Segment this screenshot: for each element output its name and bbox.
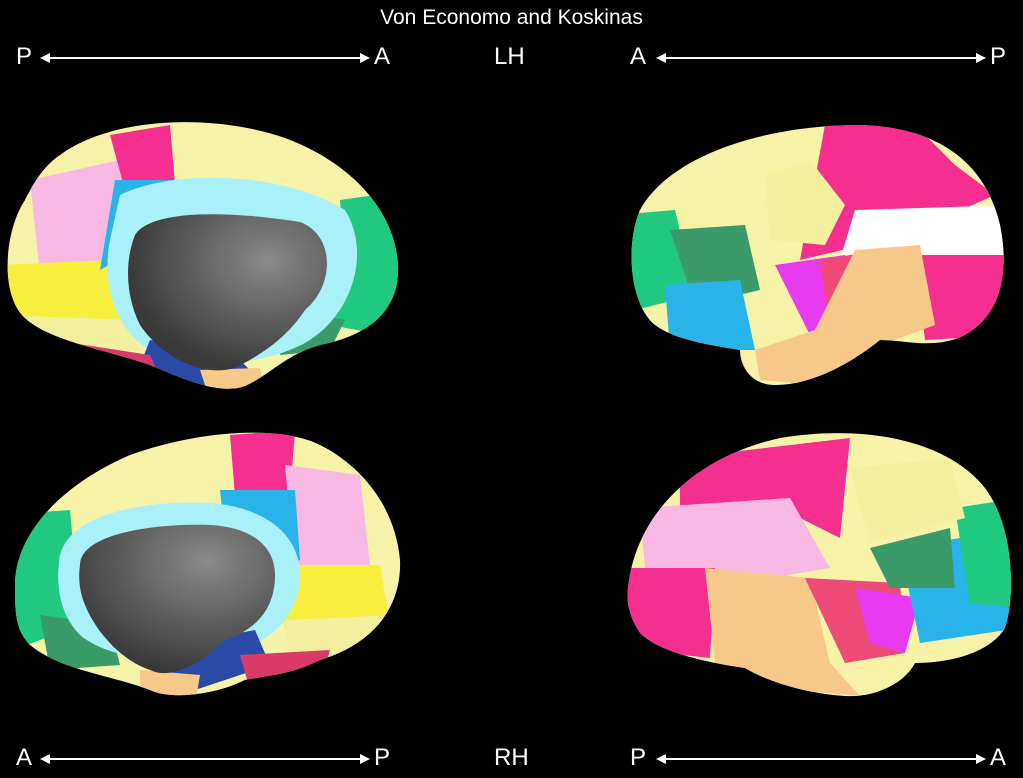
top-hemisphere-label: LH: [494, 43, 525, 70]
region-pale-yellow: [850, 458, 965, 543]
region-pink: [800, 125, 995, 260]
region-salmon: [240, 650, 330, 690]
region-pink-anterior: [627, 568, 715, 658]
top-right-axis-arrow: [656, 53, 986, 63]
region-pale-yellow: [765, 160, 845, 245]
top-right-axis-start-label: A: [630, 43, 647, 70]
region-magenta: [855, 588, 920, 653]
region-peach: [705, 568, 860, 696]
bottom-left-axis-start-label: A: [16, 744, 33, 771]
bottom-right-axis-start-label: P: [630, 744, 647, 771]
bottom-hemisphere-label: RH: [494, 744, 529, 771]
region-yellow: [7, 260, 125, 325]
lh-medial-brain: [7, 122, 399, 389]
medial-wall: [128, 214, 327, 371]
bottom-left-axis-arrow: [40, 754, 370, 764]
bottom-right-axis-arrow: [656, 754, 986, 764]
region-yellow: [280, 565, 390, 630]
top-right-axis-end-label: P: [990, 43, 1007, 70]
region-pale-yellow: [7, 315, 140, 350]
figure-title: Von Economo and Koskinas: [380, 6, 643, 29]
region-pink-posterior: [915, 255, 1004, 340]
top-left-axis-end-label: A: [374, 43, 391, 70]
region-peach: [140, 670, 200, 696]
region-pink: [230, 432, 295, 495]
bottom-left-axis-end-label: P: [374, 744, 391, 771]
region-pink: [110, 125, 175, 190]
top-left-axis-arrow: [40, 53, 370, 63]
medial-wall: [79, 524, 275, 674]
region-peach: [200, 368, 265, 389]
rh-medial-brain: [15, 432, 401, 696]
region-dark-green: [870, 528, 955, 588]
region-peach: [755, 245, 935, 385]
rh-lateral-brain: [627, 433, 1011, 697]
region-cyan: [665, 280, 755, 350]
bottom-right-axis-end-label: A: [990, 744, 1007, 771]
region-light-pink: [640, 498, 830, 578]
top-left-axis-start-label: P: [16, 43, 33, 70]
region-light-pink: [285, 465, 370, 575]
lh-lateral-brain: [631, 125, 1004, 385]
